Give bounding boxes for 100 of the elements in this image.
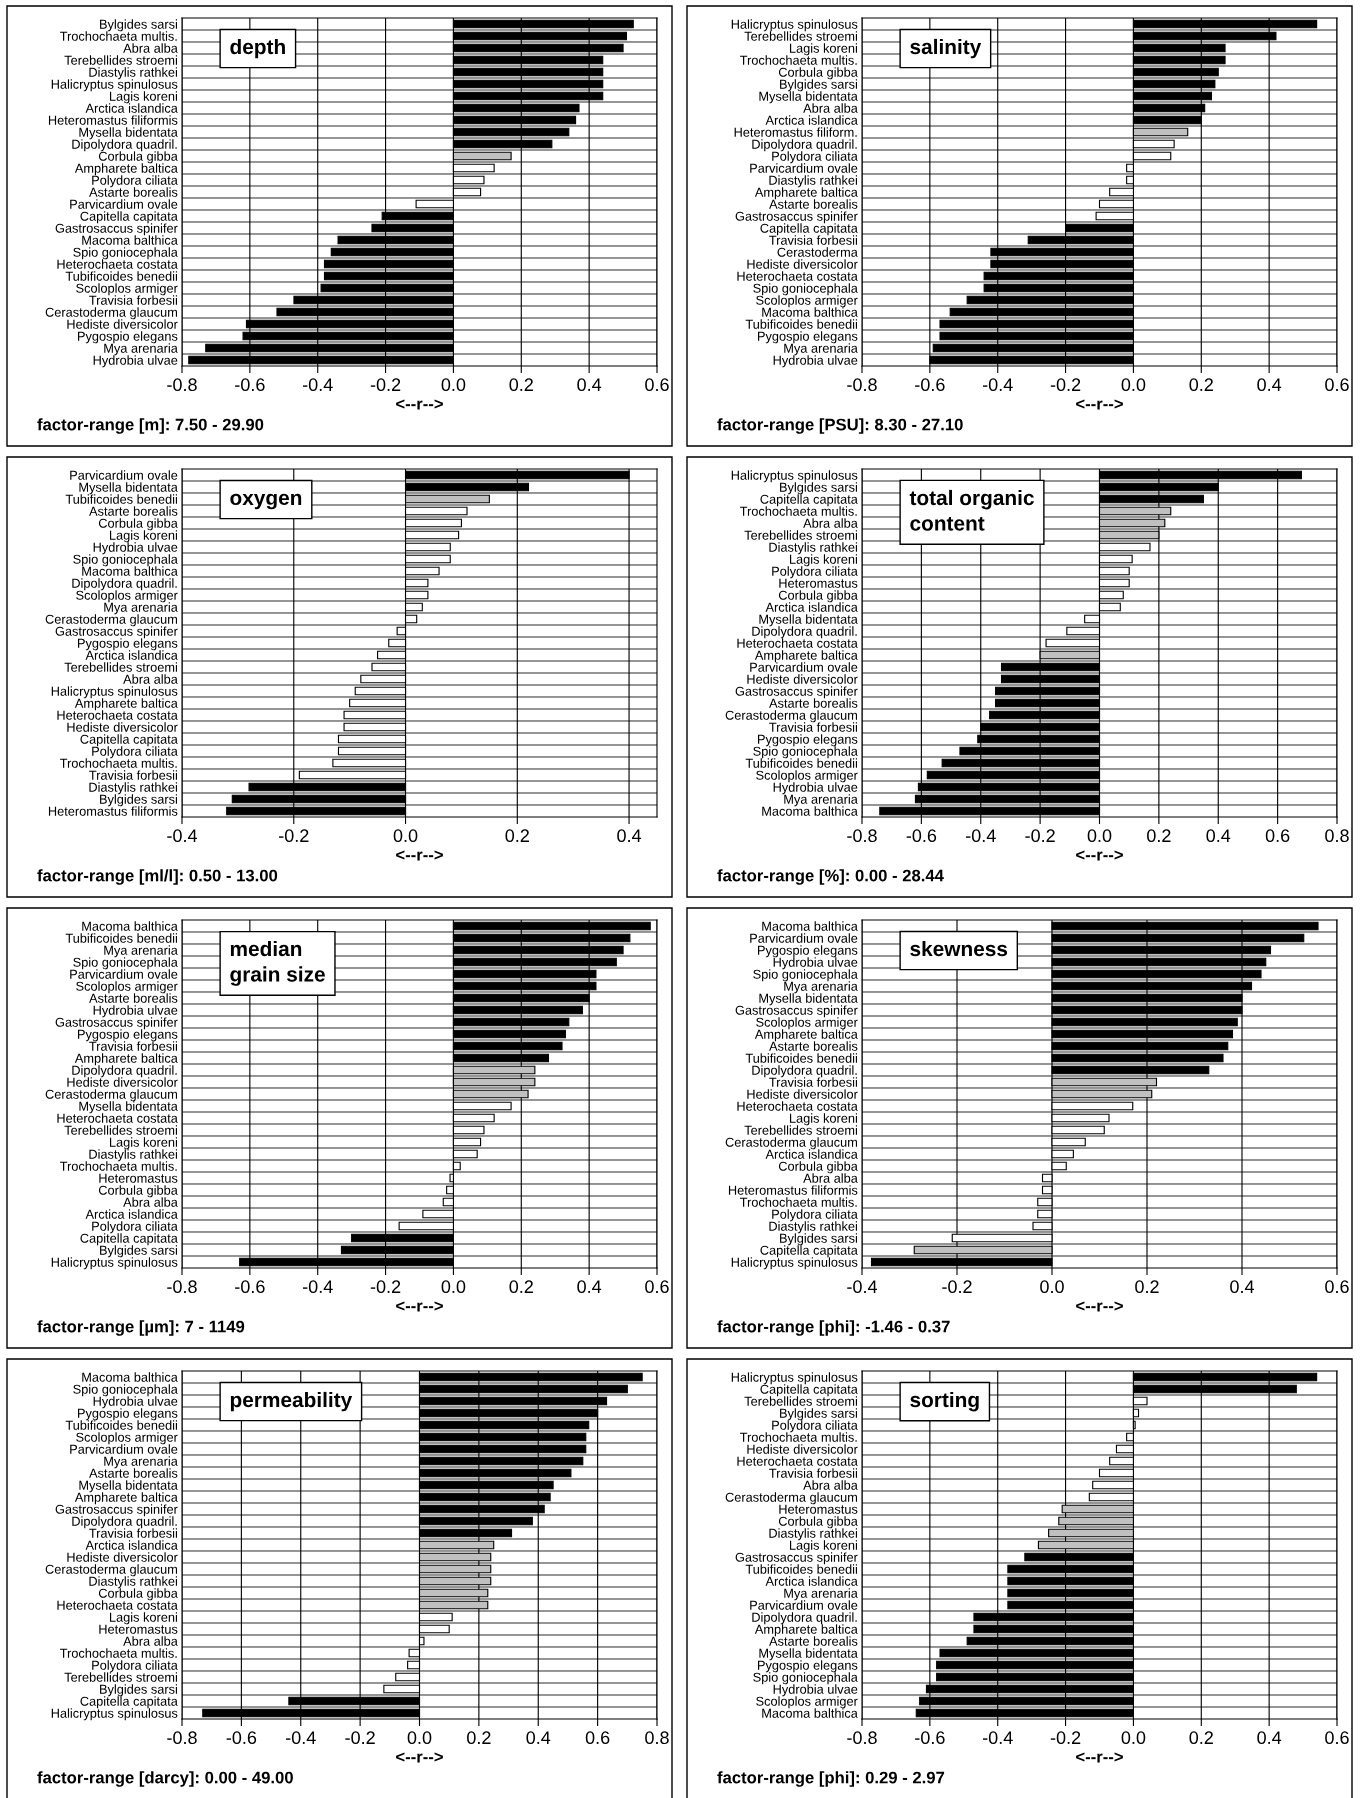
y-tick-label: Macoma balthica [762,921,858,931]
y-tick-label: Ampharete baltica [754,650,858,663]
x-tick-label: 0.6 [645,378,669,392]
y-tick-label: Corbula gibba [98,518,178,531]
y-tick-label: Hydrobia ulvae [93,1396,178,1409]
text: sorting [910,1391,979,1412]
y-tick-label: Macoma balthica [82,921,178,931]
y-tick-label: Polydora ciliata [92,746,178,759]
y-tick-label: Mya arenaria [784,981,858,994]
y-tick-label: Astarte borealis [769,199,858,209]
y-tick-label: Ampharete baltica [74,1053,178,1066]
y-tick-label: Heteromastus [779,1504,858,1514]
y-tick-label: Travisia forbesii [89,770,177,780]
y-tick-label: Heterochaeta costata [737,638,858,648]
y-tick-label: Trochochaeta multis. [60,1161,177,1171]
y-tick-label: Heterochaeta costata [737,1101,858,1111]
y-tick-label: Lagis koreni [109,1137,177,1150]
x-tick-label: -0.4 [167,829,198,843]
y-tick-label: Astarte borealis [89,1468,178,1478]
y-tick-label: Capitella capitata [80,1696,178,1709]
y-tick-label: Cerastoderma glaucum [45,1564,177,1577]
y-tick-label: Ampharete baltica [754,1624,858,1637]
y-tick-label: Tubificoides benedii [65,271,177,281]
x-tick-label: 0.0 [1121,378,1146,392]
y-tick-label: Macoma balthica [82,235,178,245]
y-tick-label: Scoloplos armiger [756,295,858,308]
x-tick-label: 0.2 [505,829,529,843]
x-tick-label: -0.6 [235,378,265,392]
x-axis-title: <--r--> [396,1301,443,1312]
text: depth [230,38,285,59]
x-tick-label: -0.2 [1050,1731,1081,1745]
y-tick-label: Parvicardium ovale [70,969,178,979]
y-tick-label: Scoloplos armiger [76,1432,178,1445]
text: factor-range [phi]: -1.46 - 0.37 [717,1320,950,1336]
y-tick-label: Mysella bidentata [79,127,178,140]
y-tick-label: Trochochaeta multis. [740,506,857,516]
y-tick-label: Arctica islandica [85,1209,178,1219]
y-tick-label: Diastylis rathkei [769,175,857,188]
y-tick-label: Lagis koreni [789,1540,857,1553]
text: permeability [230,1391,353,1412]
y-tick-label: Hydrobia ulvae [773,957,858,970]
x-tick-label: -0.4 [982,1731,1013,1745]
y-tick-label: Trochochaeta multis. [740,55,857,65]
y-tick-label: Mysella bidentata [759,993,858,1006]
x-tick-label: -0.6 [915,1731,945,1745]
text: total organic content [909,489,1034,531]
y-tick-label: Mya arenaria [104,602,178,615]
y-tick-label: Tubificoides benedii [65,494,177,504]
y-tick-label: Mya arenaria [784,343,858,356]
y-tick-label: Mya arenaria [104,1456,178,1469]
x-tick-label: -0.4 [286,1731,316,1745]
y-tick-label: Lagis koreni [109,530,177,543]
y-tick-label: Parvicardium ovale [70,470,178,480]
y-tick-label: Scoloplos armiger [756,1696,858,1709]
y-tick-label: Terebellides stroemi [64,1125,177,1135]
y-tick-label: Ampharete baltica [754,187,858,200]
y-tick-label: Lagis koreni [109,1612,177,1625]
y-tick-label: Mya arenaria [104,945,178,958]
y-tick-label: Lagis koreni [789,43,857,56]
x-tick-label: -0.6 [906,829,937,843]
y-tick-label: Spio goniocephala [73,554,178,567]
y-tick-label: Mya arenaria [784,794,858,807]
x-tick-label: -0.6 [915,378,945,392]
y-tick-label: Dipolydora quadril. [72,578,177,591]
y-tick-label: Hydrobia ulvae [773,355,858,368]
y-tick-label: Pygospio elegans [78,1408,178,1421]
y-tick-label: Ampharete baltica [74,1492,178,1505]
y-tick-label: Heteromastus filiformis [48,115,178,125]
y-tick-label: Polydora ciliata [92,1660,178,1673]
y-tick-label: Terebellides stroemi [64,1672,177,1682]
y-tick-label: Bylgides sarsi [780,1233,857,1246]
x-tick-label: 0.8 [645,1731,669,1745]
x-tick-label: -0.8 [167,1731,197,1745]
y-tick-label: Mysella bidentata [759,614,858,627]
y-tick-label: Parvicardium ovale [750,1600,858,1610]
y-tick-label: Scoloplos armiger [76,283,178,296]
y-tick-label: Hediste diversicolor [747,674,858,684]
y-tick-label: Spio goniocephala [73,247,178,260]
y-tick-label: Polydora ciliata [92,1221,178,1234]
y-tick-label: Capitella capitata [80,211,178,224]
y-tick-label: Diastylis rathkei [769,1221,857,1234]
y-tick-label: Heterochaeta costata [57,259,178,269]
y-tick-label: Halicryptus spinulosus [51,686,178,699]
y-tick-label: Corbula gibba [98,151,178,164]
x-axis-title: <--r--> [1076,850,1123,861]
y-tick-label: Hediste diversicolor [747,1444,858,1454]
y-tick-label: Astarte borealis [89,187,178,197]
x-tick-label: 0.4 [526,1731,551,1745]
y-tick-label: Pygospio elegans [758,734,858,747]
y-tick-label: Abra alba [803,1173,858,1183]
y-tick-label: Travisia forbesii [769,1468,857,1478]
y-tick-label: Heterochaeta costata [737,271,858,281]
y-tick-label: Spio goniocephala [753,1672,858,1685]
y-tick-label: Halicryptus spinulosus [731,1372,858,1385]
y-tick-label: Heterochaeta costata [57,710,178,720]
y-tick-label: Ampharete baltica [74,163,178,176]
y-tick-label: Lagis koreni [789,554,857,567]
x-tick-label: -0.8 [847,829,877,843]
y-tick-label: Capitella capitata [80,734,178,747]
y-tick-label: Spio goniocephala [753,283,858,296]
